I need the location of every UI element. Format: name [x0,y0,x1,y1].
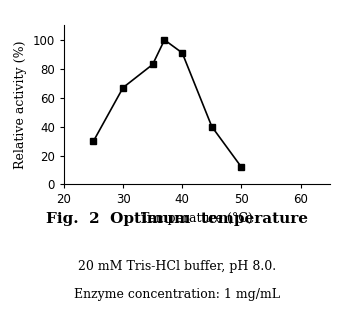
Text: Enzyme concentration: 1 mg/mL: Enzyme concentration: 1 mg/mL [75,288,280,301]
Text: 20 mM Tris-HCl buffer, pH 8.0.: 20 mM Tris-HCl buffer, pH 8.0. [78,260,277,273]
Text: Fig.  2  Optimum  temperature: Fig. 2 Optimum temperature [47,212,308,226]
Y-axis label: Relative activity (%): Relative activity (%) [14,41,27,169]
X-axis label: Temperature (°C): Temperature (°C) [141,212,253,225]
